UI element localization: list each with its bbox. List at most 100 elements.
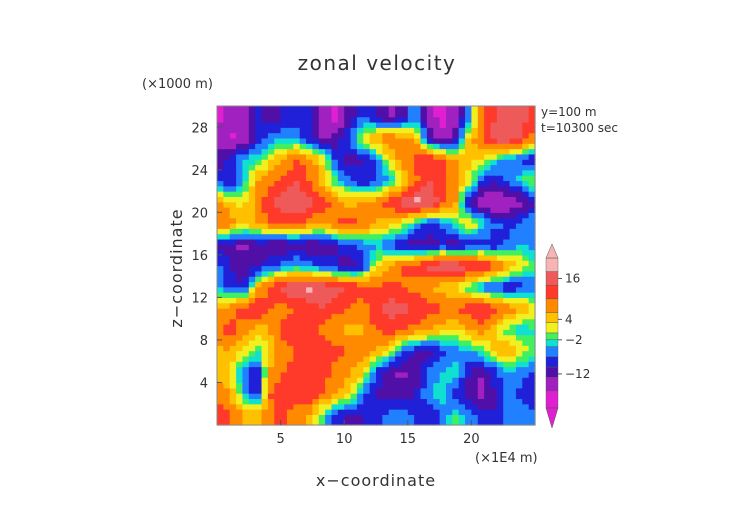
heatmap-cell — [528, 233, 536, 240]
heatmap-cell — [331, 196, 339, 203]
heatmap-cell — [407, 254, 415, 261]
heatmap-cell — [267, 196, 275, 203]
heatmap-cell — [318, 201, 326, 208]
heatmap-cell — [274, 191, 282, 197]
heatmap-cell — [433, 366, 441, 373]
heatmap-cell — [426, 414, 434, 421]
heatmap-cell — [484, 382, 492, 389]
heatmap-cell — [484, 281, 492, 288]
heatmap-cell — [280, 106, 288, 112]
heatmap-cell — [242, 217, 250, 224]
heatmap-cell — [395, 286, 403, 293]
heatmap-cell — [414, 292, 422, 298]
heatmap-cell — [325, 116, 333, 123]
heatmap-cell — [414, 143, 422, 150]
heatmap-cell — [426, 345, 434, 352]
heatmap-cell — [382, 318, 390, 325]
heatmap-cell — [477, 366, 485, 373]
colorbar-label: −12 — [565, 367, 590, 381]
y-tick-label: 8 — [200, 334, 208, 349]
heatmap-cell — [274, 371, 282, 378]
heatmap-cell — [528, 254, 536, 261]
heatmap-cell — [255, 297, 263, 304]
heatmap-cell — [528, 137, 536, 144]
heatmap-cell — [382, 249, 390, 256]
heatmap-cell — [509, 228, 517, 235]
heatmap-cell — [267, 377, 275, 384]
heatmap-cell — [248, 148, 256, 155]
heatmap-cell — [477, 164, 485, 171]
heatmap-cell — [401, 355, 409, 362]
heatmap-cell — [369, 398, 377, 405]
heatmap-cell — [509, 297, 517, 304]
heatmap-cell — [465, 180, 472, 187]
heatmap-cell — [465, 249, 472, 256]
heatmap-cell — [236, 318, 244, 325]
heatmap-cell — [484, 292, 492, 298]
heatmap-cell — [445, 286, 453, 293]
heatmap-cell — [255, 323, 263, 330]
heatmap-cell — [496, 164, 504, 171]
heatmap-cell — [484, 302, 492, 309]
heatmap-cell — [426, 238, 434, 245]
heatmap-cell — [528, 286, 536, 293]
heatmap-cell — [274, 249, 282, 256]
heatmap-cell — [382, 409, 390, 415]
heatmap-cell — [286, 244, 294, 251]
heatmap-cell — [280, 398, 288, 405]
heatmap-cell — [465, 313, 472, 320]
heatmap-cell — [522, 175, 530, 182]
heatmap-cell — [420, 222, 428, 229]
heatmap-cell — [223, 244, 231, 251]
heatmap-cell — [280, 132, 288, 139]
heatmap-cell — [382, 132, 390, 139]
heatmap-cell — [490, 382, 498, 389]
heatmap-cell — [465, 286, 472, 293]
heatmap-cell — [388, 238, 396, 245]
heatmap-cell — [325, 217, 333, 224]
heatmap-cell — [426, 334, 434, 341]
heatmap-cell — [223, 169, 231, 176]
heatmap-cell — [445, 355, 453, 362]
colorbar-top-arrow — [545, 243, 559, 259]
heatmap-cell — [484, 121, 492, 128]
heatmap-cell — [217, 350, 224, 357]
heatmap-cell — [267, 137, 275, 144]
heatmap-cell — [414, 414, 422, 421]
heatmap-cell — [471, 276, 479, 283]
heatmap-cell — [407, 212, 415, 219]
heatmap-cell — [261, 270, 269, 277]
heatmap-cell — [223, 249, 231, 256]
heatmap-cell — [248, 222, 256, 229]
heatmap-cell — [477, 265, 485, 272]
heatmap-cell — [376, 398, 383, 405]
heatmap-cell — [477, 148, 485, 155]
heatmap-cell — [452, 313, 460, 320]
heatmap-cell — [267, 313, 275, 320]
heatmap-cell — [445, 132, 453, 139]
heatmap-cell — [509, 148, 517, 155]
heatmap-cell — [318, 281, 326, 288]
heatmap-cell — [522, 393, 530, 400]
heatmap-cell — [458, 217, 466, 224]
chart-title: zonal velocity — [298, 51, 457, 75]
heatmap-cell — [344, 276, 352, 283]
heatmap-cell — [471, 207, 479, 213]
heatmap-cell — [376, 292, 383, 298]
heatmap-cell — [299, 323, 307, 330]
heatmap-cell — [439, 292, 447, 298]
heatmap-cell — [439, 377, 447, 384]
heatmap-cell — [433, 334, 441, 341]
heatmap-cell — [465, 350, 472, 357]
heatmap-cell — [382, 106, 390, 112]
heatmap-cell — [261, 382, 269, 389]
heatmap-cell — [452, 361, 460, 368]
heatmap-cell — [286, 339, 294, 346]
heatmap-cell — [236, 260, 244, 267]
heatmap-cell — [522, 377, 530, 384]
heatmap-cell — [280, 318, 288, 325]
heatmap-cell — [337, 414, 345, 421]
heatmap-cell — [528, 270, 536, 277]
heatmap-cell — [528, 302, 536, 309]
heatmap-cell — [490, 143, 498, 150]
